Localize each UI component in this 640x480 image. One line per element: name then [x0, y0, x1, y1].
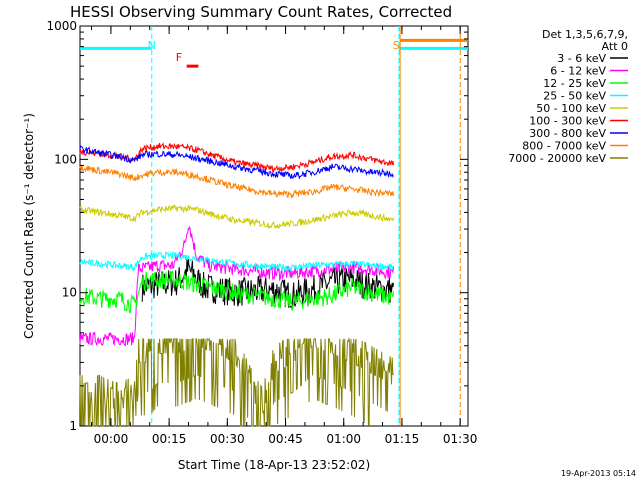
series-6 [79, 142, 395, 173]
series-7 [79, 145, 395, 180]
x-tick-label: 01:15 [385, 432, 420, 446]
legend-label: 50 - 100 keV [536, 102, 606, 115]
plot-frame [79, 25, 469, 427]
timestamp: 19-Apr-2013 05:14 [561, 469, 636, 478]
series-trace [79, 145, 395, 180]
legend-label: 3 - 6 keV [557, 52, 606, 65]
legend-label: 100 - 300 keV [529, 115, 606, 128]
chart-title: HESSI Observing Summary Count Rates, Cor… [70, 3, 452, 21]
series-trace [79, 251, 395, 272]
series-9 [79, 336, 394, 427]
night-saa-markers: NFS [80, 26, 468, 426]
legend-label: 7000 - 20000 keV [508, 152, 606, 165]
legend-label: 6 - 12 keV [550, 65, 606, 78]
series-layer [79, 142, 395, 427]
x-tick-label: 00:15 [152, 432, 187, 446]
legend-label: 12 - 25 keV [543, 77, 606, 90]
flag-f: F [176, 51, 182, 64]
x-tick-label: 01:30 [443, 432, 478, 446]
series-trace [79, 269, 395, 314]
series-trace [79, 142, 395, 173]
series-3 [79, 269, 395, 314]
y-tick-label: 1 [69, 419, 77, 433]
series-trace [79, 164, 395, 199]
y-axis-label: Corrected Count Rate (s⁻¹ detector⁻¹) [22, 113, 36, 339]
x-tick-label: 00:45 [268, 432, 303, 446]
legend-label: 800 - 7000 keV [522, 140, 606, 153]
series-4 [79, 251, 395, 272]
legend-header: Att 0 [602, 40, 628, 53]
flag-n: N [148, 39, 156, 52]
series-8 [79, 164, 395, 199]
y-tick-label: 10 [62, 286, 77, 300]
flag-s: S [393, 39, 400, 52]
x-tick-label: 01:00 [326, 432, 361, 446]
x-axis-label: Start Time (18-Apr-13 23:52:02) [178, 458, 370, 472]
y-tick-label: 1000 [46, 19, 77, 33]
axes: 1 10 100 1000 00:00 00:15 00:30 00:45 01:00 01:15… [46, 19, 477, 446]
series-trace [79, 204, 395, 230]
x-tick-label: 00:00 [94, 432, 129, 446]
legend-label: 300 - 800 keV [529, 127, 606, 140]
legend-header: Det 1,3,5,6,7,9, [542, 28, 628, 41]
y-tick-label: 100 [54, 152, 77, 166]
legend-label: 25 - 50 keV [543, 90, 606, 103]
series-trace [79, 336, 394, 427]
series-5 [79, 204, 395, 230]
x-tick-label: 00:30 [210, 432, 245, 446]
